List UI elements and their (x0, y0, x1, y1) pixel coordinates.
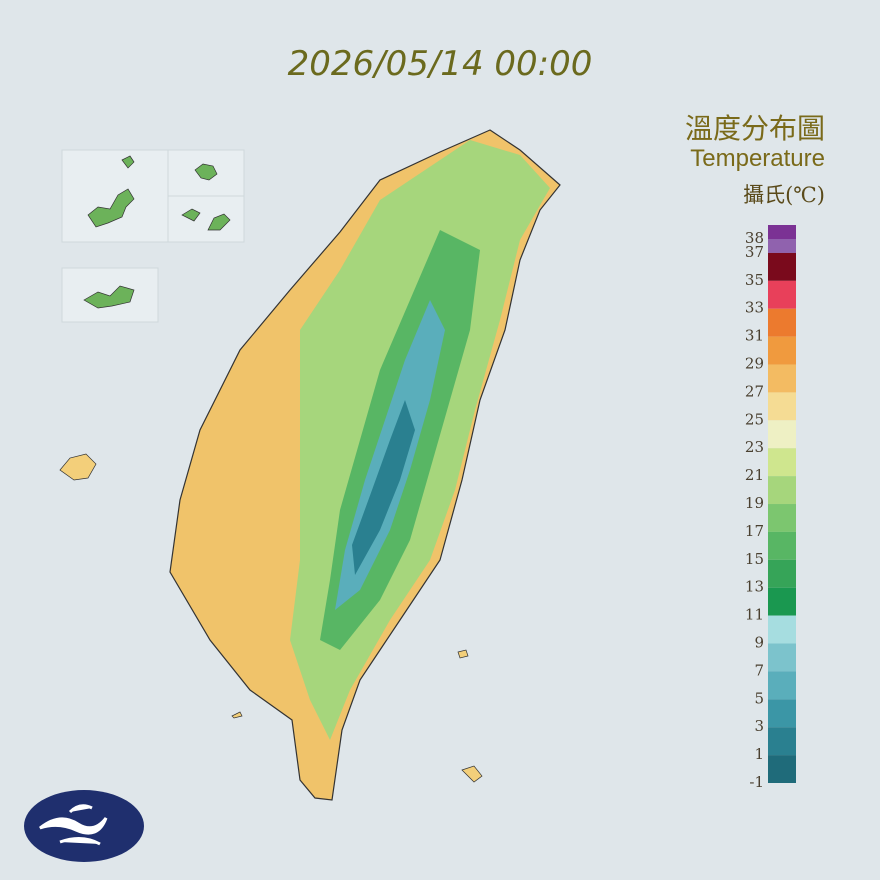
legend-band (768, 643, 796, 672)
legend-band (768, 392, 796, 421)
legend-tick-label: 21 (745, 466, 764, 484)
legend-band (768, 364, 796, 393)
timestamp: 2026/05/14 00:00 (288, 44, 593, 84)
legend-tick-label: 7 (754, 661, 764, 679)
legend-band (768, 727, 796, 756)
legend-tick-label: 38 (745, 229, 764, 247)
legend-band (768, 504, 796, 532)
legend-tick-label: 25 (745, 410, 764, 428)
island (87, 188, 135, 228)
island (121, 155, 135, 169)
legend-tick-label: 17 (745, 522, 764, 540)
legend-tick-label: 27 (745, 382, 764, 400)
logo (24, 790, 144, 862)
logo-swirl (39, 804, 108, 846)
legend-tick-label: -1 (749, 773, 764, 791)
legend-unit: 攝氏(℃) (743, 183, 825, 207)
legend-band (768, 448, 796, 477)
legend-band (768, 308, 796, 337)
legend-tick-label: 11 (745, 606, 764, 624)
legend-band (768, 587, 796, 616)
legend-band (768, 336, 796, 365)
legend-tick-label: 1 (754, 745, 764, 763)
legend-tick-label: 13 (745, 578, 764, 596)
taiwan (169, 129, 561, 801)
island (194, 163, 218, 181)
island (181, 208, 231, 231)
legend-tick-label: 9 (754, 634, 764, 652)
penghu (59, 453, 97, 481)
legend-tick-label: 5 (754, 689, 764, 707)
legend-tick-label: 3 (754, 717, 764, 735)
legend-tick-label: 37 (745, 243, 764, 261)
legend-subtitle: Temperature (690, 145, 825, 172)
legend-band (768, 755, 796, 783)
legend-band (768, 699, 796, 728)
legend-tick-label: 19 (745, 494, 764, 512)
legend-tick-label: 23 (745, 438, 764, 456)
legend-band (768, 239, 796, 253)
inset-box (61, 267, 159, 323)
legend-band (768, 225, 796, 239)
island (83, 285, 135, 309)
legend-band (768, 280, 796, 309)
legend-band (768, 476, 796, 505)
legend-tick-label: 15 (745, 550, 764, 568)
legend-band (768, 420, 796, 449)
island (231, 649, 483, 783)
legend-tick-label: 31 (745, 327, 764, 345)
legend-tick-label: 29 (745, 355, 764, 373)
legend-title: 溫度分布圖 (685, 112, 825, 145)
island-insets (61, 149, 245, 323)
legend-band (768, 615, 796, 644)
legend-band (768, 531, 796, 560)
legend-tick-label: 35 (745, 271, 764, 289)
peaks (352, 400, 415, 575)
legend-band (768, 671, 796, 700)
legend-band (768, 252, 796, 281)
legend-tick-label: 33 (745, 299, 764, 317)
legend-band (768, 559, 796, 588)
